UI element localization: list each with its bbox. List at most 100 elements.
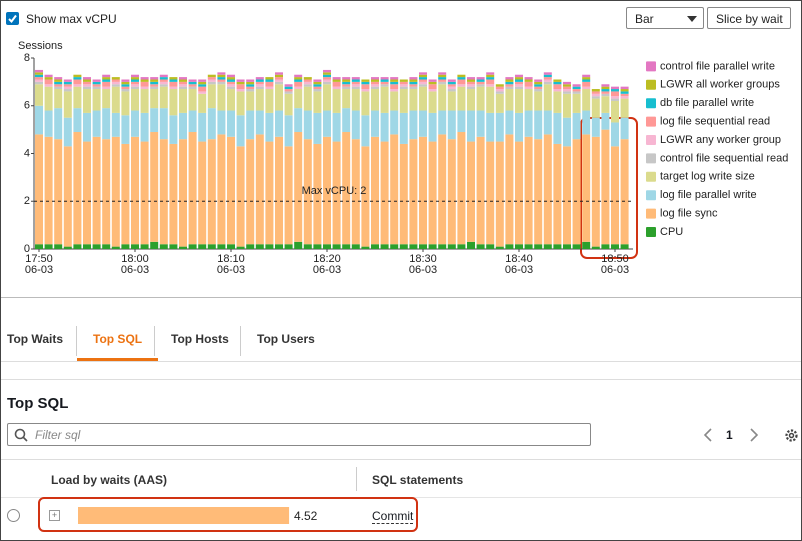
bar-segment [553, 143, 562, 245]
bar-segment [44, 244, 53, 249]
filter-placeholder: Filter sql [35, 428, 81, 442]
bar-segment [524, 79, 533, 82]
bar-segment [563, 146, 571, 245]
tab-separator [240, 326, 241, 356]
bar-segment [467, 241, 475, 249]
page-number[interactable]: 1 [726, 428, 733, 442]
bar-segment [188, 244, 197, 249]
bar-segment [121, 86, 130, 90]
bar-segment [275, 84, 283, 111]
bar-segment [73, 86, 82, 109]
bar-segment [102, 77, 111, 80]
bar-segment [207, 84, 216, 109]
bar-segment [236, 246, 245, 249]
bar-segment [601, 89, 610, 92]
x-tick-label: 18:30 06-03 [409, 253, 437, 276]
bar-segment [54, 84, 63, 87]
bar-segment [131, 74, 139, 78]
bar-segment [303, 81, 312, 85]
bar-segment [505, 89, 514, 111]
bar-segment [371, 81, 379, 85]
bar-segment [323, 244, 331, 249]
bar-segment [467, 81, 475, 85]
bar-segment [294, 108, 303, 133]
bar-segment [591, 96, 600, 99]
checkbox[interactable] [6, 12, 19, 25]
dropdown-value: Bar [635, 12, 654, 26]
bar-segment [265, 77, 274, 80]
bar-segment [495, 93, 504, 113]
bar-segment [313, 89, 322, 92]
bar-segment [73, 108, 82, 133]
bar-segment [217, 110, 226, 135]
sql-statement[interactable]: Commit [372, 509, 414, 524]
bar-segment [265, 79, 274, 82]
bar-segment [380, 86, 389, 113]
bar-segment [524, 81, 533, 87]
bar-segment [131, 86, 139, 90]
bar-segment [582, 86, 591, 90]
prev-page[interactable] [701, 427, 715, 443]
bar-segment [73, 132, 82, 245]
bar-segment [294, 77, 303, 80]
bar-segment [140, 89, 149, 113]
bar-segment [227, 86, 235, 90]
bar-segment [63, 117, 72, 147]
legend-label: control file sequential read [660, 152, 788, 164]
bar-segment [188, 86, 197, 90]
bar-segment [447, 91, 456, 111]
bar-segment [332, 141, 341, 245]
bar-segment [150, 241, 159, 249]
bar-segment [476, 84, 485, 87]
slice-dropdown[interactable]: Slice by wait [707, 7, 791, 29]
tab[interactable]: Top Hosts [171, 332, 229, 346]
bar-segment [275, 110, 283, 137]
bar-segment [467, 86, 475, 90]
bar-segment [217, 74, 226, 78]
bar-segment [534, 110, 543, 140]
legend-swatch [646, 61, 656, 72]
bar-segment [227, 81, 235, 85]
bar-segment [265, 89, 274, 113]
row-radio[interactable] [7, 509, 20, 522]
bar-segment [332, 81, 341, 87]
bar-segment [265, 112, 274, 142]
bar-segment [534, 79, 543, 82]
bar-segment [255, 77, 264, 80]
tab[interactable]: Top SQL [77, 332, 159, 361]
bar-segment [246, 86, 255, 90]
bar-segment [553, 84, 562, 90]
bar-segment [361, 89, 370, 92]
next-page[interactable] [747, 427, 761, 443]
bar-segment [303, 110, 312, 140]
bar-segment [179, 84, 187, 87]
bar-segment [582, 110, 591, 135]
bar-segment [111, 84, 120, 87]
bar-segment [131, 89, 139, 111]
tab[interactable]: Top Users [257, 332, 315, 346]
bar-segment [409, 110, 418, 140]
legend-swatch [646, 227, 656, 237]
bar-segment [159, 79, 168, 82]
bar-segment [236, 115, 245, 147]
bar-segment [169, 115, 178, 144]
bar-segment [515, 79, 523, 82]
bar-segment [44, 74, 53, 78]
settings-icon[interactable] [784, 428, 799, 443]
bar-segment [73, 79, 82, 85]
chart-type-dropdown[interactable]: Bar [626, 7, 704, 29]
bar-segment [467, 77, 475, 80]
checkbox-label[interactable]: Show max vCPU [26, 12, 117, 26]
bar-segment [563, 81, 571, 85]
bar-segment [150, 81, 159, 85]
bar-segment [275, 81, 283, 85]
filter-input[interactable]: Filter sql [7, 423, 591, 446]
bar-segment [179, 86, 187, 90]
tab[interactable]: Top Waits [7, 332, 63, 346]
bar-segment [611, 96, 619, 99]
bar-segment [323, 79, 331, 82]
bar-segment [611, 86, 619, 90]
bar-segment [169, 89, 178, 116]
expand-icon[interactable]: + [49, 510, 60, 521]
bar-segment [323, 84, 331, 111]
